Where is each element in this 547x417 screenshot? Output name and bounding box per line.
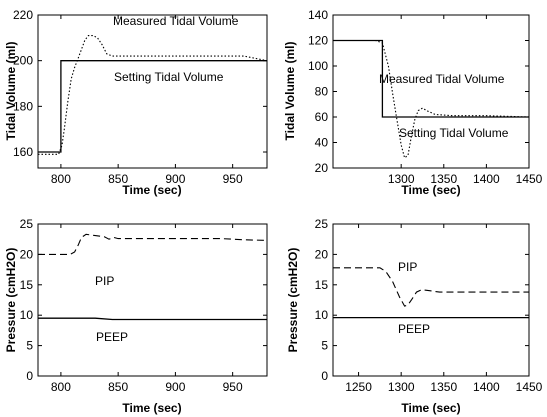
x-tick-label: 950	[223, 172, 243, 186]
panel-top-left: Measured Tidal Volume Setting Tidal Volu…	[4, 14, 268, 197]
plot-3-marks: 1250 1300 1350 1400 1450 0 5 10 15 20 25	[315, 217, 543, 394]
y-tick-label: 10	[20, 308, 34, 322]
annotation-measured-tidal-volume: Measured Tidal Volume	[113, 14, 239, 28]
y-tick-label: 100	[308, 59, 328, 73]
x-tick-label: 900	[165, 172, 185, 186]
y-tick-label: 20	[20, 247, 34, 261]
series-measured-tidal-volume-line	[333, 39, 530, 159]
x-tick-label: 1250	[345, 380, 372, 394]
y-axis-label: Tidal Volume (ml)	[4, 42, 18, 141]
y-tick-label: 140	[308, 8, 328, 22]
y-tick-label: 200	[13, 54, 33, 68]
x-tick-label: 1450	[516, 172, 543, 186]
series-pip-line	[38, 233, 268, 255]
x-axis-label: Time (sec)	[401, 401, 460, 415]
x-tick-label: 1350	[430, 380, 457, 394]
series-setting-tidal-volume-line	[38, 60, 267, 153]
x-tick-label: 850	[108, 172, 128, 186]
x-tick-label: 1400	[473, 380, 500, 394]
x-tick-label: 800	[51, 380, 71, 394]
annotation-setting-tidal-volume: Setting Tidal Volume	[399, 126, 509, 140]
plot-0-marks: 800 850 900 950 160 180 200 220	[13, 8, 268, 186]
annotation-setting-tidal-volume: Setting Tidal Volume	[114, 70, 224, 84]
series-peep-line	[38, 317, 267, 321]
y-tick-label: 120	[308, 34, 328, 48]
series-setting-tidal-volume-line	[333, 39, 529, 118]
x-tick-label: 850	[108, 380, 128, 394]
y-tick-label: 0	[321, 369, 328, 383]
plot-1-marks: 1300 1350 1400 1450 20 40 60 80 100 120 140	[308, 8, 543, 186]
y-tick-label: 40	[315, 136, 329, 150]
annotation-measured-tidal-volume: Measured Tidal Volume	[379, 72, 505, 86]
y-axis-label: Tidal Volume (ml)	[283, 42, 297, 141]
panel-bottom-right: PIP PEEP Time (sec) Pressure (cmH2O)	[286, 223, 530, 415]
plot-frame	[37, 14, 268, 169]
series-measured-tidal-volume-line	[38, 35, 268, 155]
y-tick-label: 180	[13, 99, 33, 113]
panel-bottom-left: PIP PEEP Time (sec) Pressure (cmH2O)	[4, 223, 268, 415]
x-axis-label: Time (sec)	[401, 183, 460, 197]
x-axis-label: Time (sec)	[122, 183, 181, 197]
plot-2-marks: 800 850 900 950 0 5 10 15 20 25	[20, 217, 268, 394]
y-tick-label: 80	[315, 85, 329, 99]
y-axis-label: Pressure (cmH2O)	[286, 248, 300, 353]
y-tick-label: 25	[20, 217, 34, 231]
y-tick-label: 5	[26, 339, 33, 353]
x-axis-label: Time (sec)	[122, 401, 181, 415]
annotation-peep: PEEP	[96, 330, 128, 344]
y-tick-label: 15	[20, 278, 34, 292]
plot-frame	[332, 223, 530, 377]
y-tick-label: 25	[315, 217, 329, 231]
annotation-pip: PIP	[95, 274, 114, 288]
x-tick-label: 900	[165, 380, 185, 394]
x-tick-label: 800	[51, 172, 71, 186]
x-tick-label: 950	[223, 380, 243, 394]
y-tick-label: 60	[315, 110, 329, 124]
y-tick-label: 15	[315, 278, 329, 292]
y-tick-label: 20	[315, 247, 329, 261]
x-tick-label: 1450	[516, 380, 543, 394]
series-pip-line	[333, 267, 529, 307]
y-tick-label: 10	[315, 308, 329, 322]
x-tick-label: 1350	[430, 172, 457, 186]
plot-frame	[332, 14, 530, 169]
x-tick-label: 1300	[388, 380, 415, 394]
y-tick-label: 5	[321, 339, 328, 353]
plot-frame	[37, 223, 268, 377]
y-axis-label: Pressure (cmH2O)	[4, 248, 18, 353]
y-tick-label: 160	[13, 145, 33, 159]
y-tick-label: 20	[315, 161, 329, 175]
y-tick-label: 220	[13, 8, 33, 22]
annotation-peep: PEEP	[398, 322, 430, 336]
x-tick-label: 1400	[473, 172, 500, 186]
y-tick-label: 0	[26, 369, 33, 383]
x-tick-label: 1300	[388, 172, 415, 186]
annotation-pip: PIP	[398, 260, 417, 274]
